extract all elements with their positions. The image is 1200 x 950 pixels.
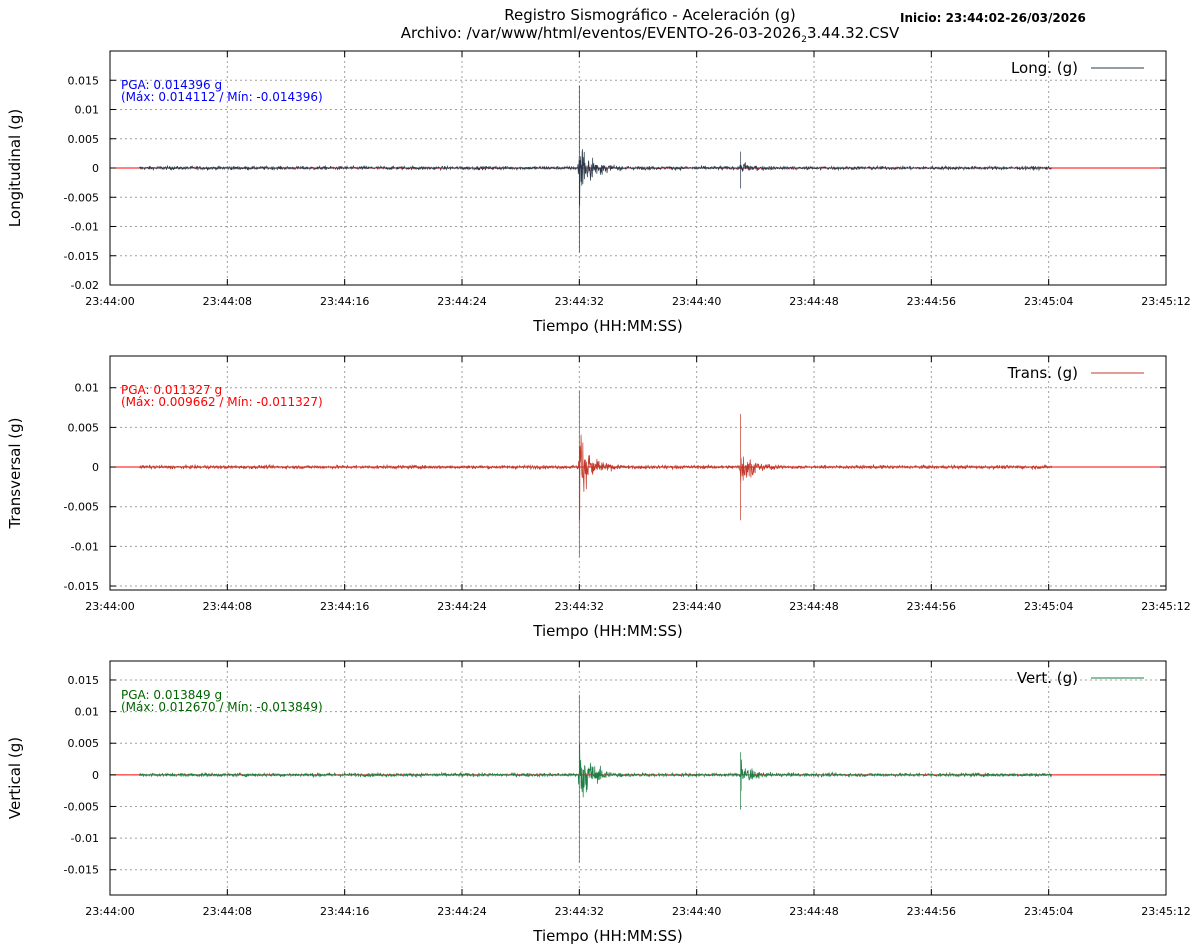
y-tick-label: -0.01 <box>71 221 99 234</box>
x-tick-label: 23:44:48 <box>789 295 838 308</box>
y-tick-label: -0.005 <box>64 191 99 204</box>
y-tick-label: 0.01 <box>75 104 100 117</box>
y-tick-label: 0 <box>92 461 99 474</box>
pga-annotation: PGA: 0.014396 g <box>121 78 222 92</box>
y-axis-title: Transversal (g) <box>6 417 24 529</box>
chart-title: Registro Sismográfico - Aceleración (g) … <box>300 6 1000 45</box>
y-tick-label: -0.015 <box>64 250 99 263</box>
y-tick-label: 0 <box>92 162 99 175</box>
x-tick-label: 23:44:32 <box>555 600 604 613</box>
x-tick-label: 23:44:40 <box>672 295 721 308</box>
x-tick-label: 23:44:16 <box>320 905 369 918</box>
x-tick-label: 23:44:08 <box>203 905 252 918</box>
title-line-2: Archivo: /var/www/html/eventos/EVENTO-26… <box>300 24 1000 45</box>
x-tick-label: 23:45:12 <box>1141 295 1190 308</box>
max-min-annotation: (Máx: 0.014112 / Mín: -0.014396) <box>121 90 323 104</box>
series-line-vert <box>139 694 1052 863</box>
x-tick-label: 23:44:24 <box>437 295 486 308</box>
chart-panel-1: Long. (g) 0.015 0.01 0.005 0 -0.005 -0.01 -0.01… <box>6 50 1191 335</box>
x-tick-label: 23:44:56 <box>907 295 956 308</box>
y-tick-label: -0.02 <box>71 279 99 292</box>
x-axis-title: Tiempo (HH:MM:SS) <box>532 927 682 945</box>
x-axis-title: Tiempo (HH:MM:SS) <box>532 622 682 640</box>
y-tick-label: 0.005 <box>68 737 100 750</box>
chart-panel-3: Vert. (g) 0.015 0.01 0.005 0 -0.005 -0.01 -0.01… <box>6 660 1191 945</box>
y-tick-label: -0.01 <box>71 832 99 845</box>
y-tick-label: -0.005 <box>64 501 99 514</box>
chart-panel-2: Trans. (g) 0.01 0.005 0 -0.005 -0.01 -0.015 23:… <box>6 355 1191 640</box>
x-tick-label: 23:44:00 <box>85 600 134 613</box>
legend-label: Vert. (g) <box>1017 669 1078 687</box>
x-tick-label: 23:44:56 <box>907 905 956 918</box>
x-tick-label: 23:44:00 <box>85 905 134 918</box>
x-tick-label: 23:44:16 <box>320 600 369 613</box>
x-tick-label: 23:44:32 <box>555 295 604 308</box>
legend-label: Trans. (g) <box>1007 364 1078 382</box>
x-tick-label: 23:44:08 <box>203 600 252 613</box>
series-line-trans <box>139 390 1052 557</box>
start-time-label: Inicio: 23:44:02-26/03/2026 <box>900 11 1086 25</box>
x-tick-label: 23:45:04 <box>1024 600 1073 613</box>
title-line-2-subscript: 2 <box>801 35 807 45</box>
title-line-2-path: Archivo: /var/www/html/eventos/EVENTO-26… <box>400 24 802 42</box>
title-line-2-ext: 3.44.32.CSV <box>806 24 900 42</box>
x-axis-title: Tiempo (HH:MM:SS) <box>532 317 682 335</box>
x-tick-label: 23:44:40 <box>672 905 721 918</box>
max-min-annotation: (Máx: 0.012670 / Mín: -0.013849) <box>121 700 323 714</box>
x-tick-label: 23:44:24 <box>437 905 486 918</box>
x-tick-label: 23:44:56 <box>907 600 956 613</box>
plot-frame <box>109 660 1167 896</box>
y-axis-title: Vertical (g) <box>6 737 24 819</box>
x-tick-label: 23:44:48 <box>789 905 838 918</box>
y-tick-label: 0 <box>92 769 99 782</box>
legend-label: Long. (g) <box>1011 59 1078 77</box>
x-tick-label: 23:44:00 <box>85 295 134 308</box>
max-min-annotation: (Máx: 0.009662 / Mín: -0.011327) <box>121 395 323 409</box>
y-tick-label: -0.015 <box>64 580 99 593</box>
y-tick-label: 0.015 <box>68 674 100 687</box>
y-tick-label: 0.005 <box>68 133 100 146</box>
x-tick-label: 23:45:04 <box>1024 905 1073 918</box>
x-tick-label: 23:45:12 <box>1141 600 1190 613</box>
pga-annotation: PGA: 0.011327 g <box>121 383 222 397</box>
title-line-1: Registro Sismográfico - Aceleración (g) <box>504 6 796 24</box>
x-tick-label: 23:45:04 <box>1024 295 1073 308</box>
y-axis-title: Longitudinal (g) <box>6 109 24 227</box>
series-line-long <box>139 85 1052 253</box>
y-tick-label: -0.01 <box>71 540 99 553</box>
x-tick-label: 23:45:12 <box>1141 905 1190 918</box>
y-tick-label: 0.005 <box>68 421 100 434</box>
y-tick-label: 0.01 <box>75 706 100 719</box>
y-tick-label: 0.015 <box>68 74 100 87</box>
x-tick-label: 23:44:40 <box>672 600 721 613</box>
x-tick-label: 23:44:08 <box>203 295 252 308</box>
x-tick-label: 23:44:16 <box>320 295 369 308</box>
y-tick-label: -0.005 <box>64 800 99 813</box>
pga-annotation: PGA: 0.013849 g <box>121 688 222 702</box>
y-tick-label: -0.015 <box>64 864 99 877</box>
plot-frame <box>109 355 1167 591</box>
x-tick-label: 23:44:24 <box>437 600 486 613</box>
y-tick-label: 0.01 <box>75 382 100 395</box>
x-tick-label: 23:44:48 <box>789 600 838 613</box>
x-tick-label: 23:44:32 <box>555 905 604 918</box>
